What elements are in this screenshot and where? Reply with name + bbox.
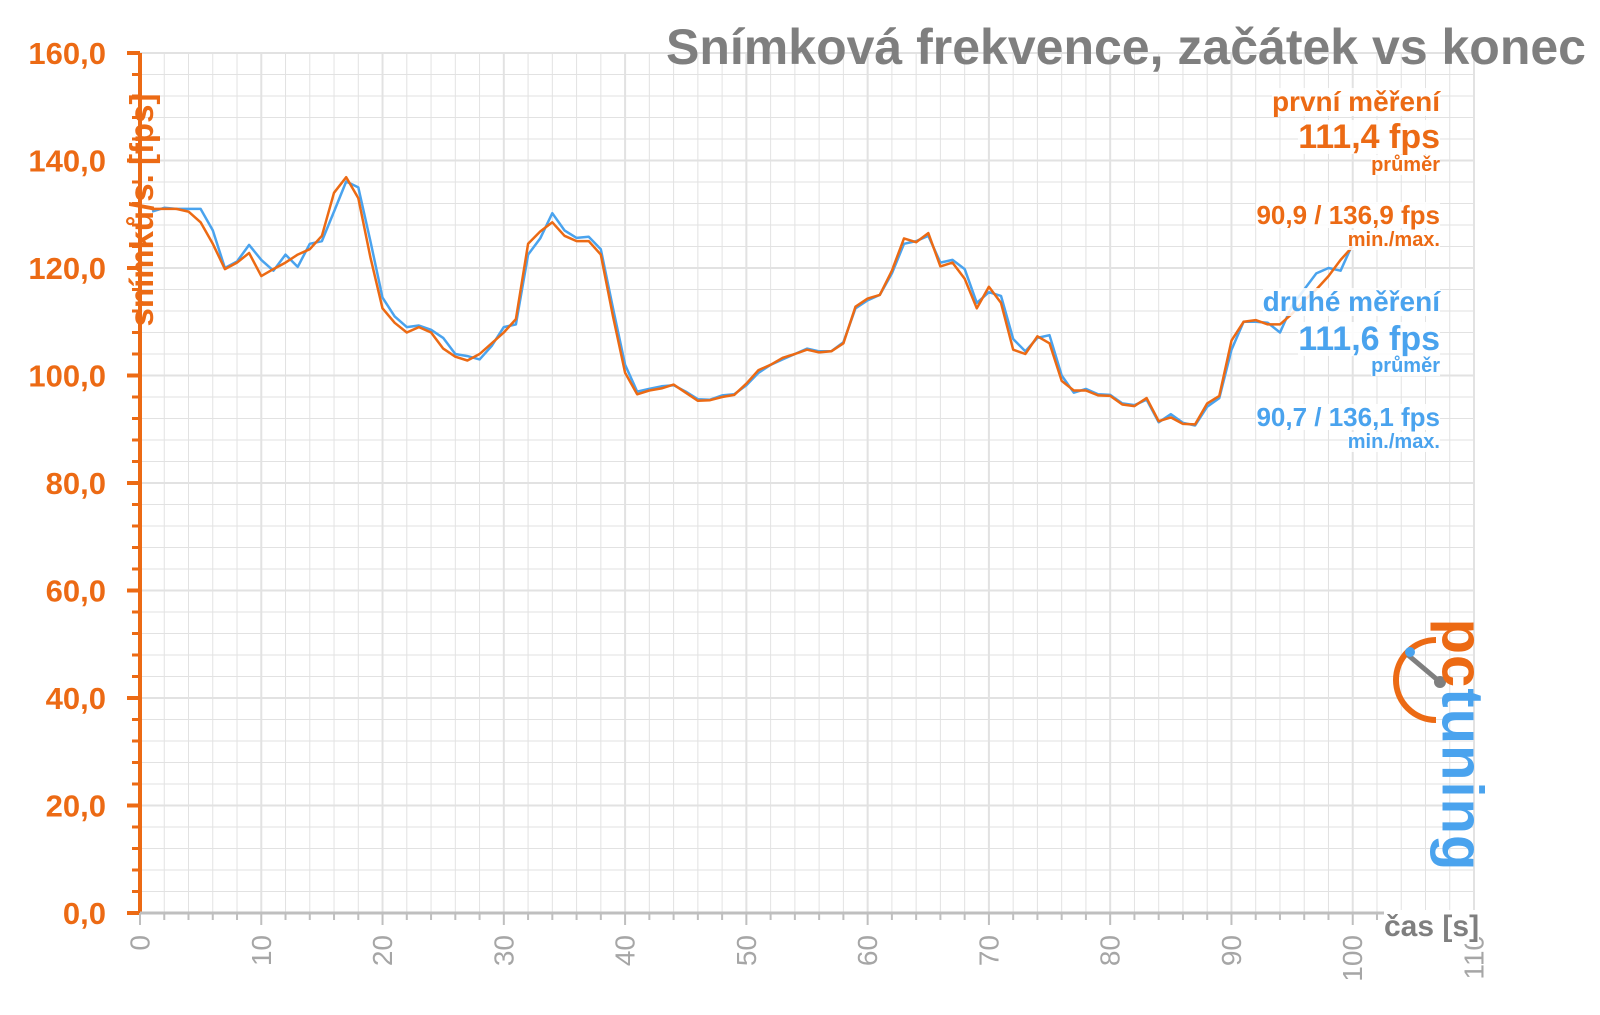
grid-lines — [139, 52, 1475, 914]
logo-text-tuning: tuning — [1429, 688, 1495, 872]
legend-second-avg-label: průměr — [1371, 355, 1440, 377]
x-tick-label: 60 — [852, 935, 883, 966]
legend-first-name: první měření — [1271, 86, 1440, 117]
legend-first-minmax: 90,9 / 136,9 fps — [1256, 200, 1440, 230]
y-tick-label: 0,0 — [63, 896, 106, 931]
x-tick-label: 70 — [973, 935, 1004, 966]
y-tick-label: 20,0 — [46, 789, 106, 824]
legend-first-avg: 111,4 fps — [1298, 118, 1440, 156]
legend-second-name: druhé měření — [1262, 286, 1440, 317]
x-tick-label: 40 — [610, 935, 641, 966]
x-tick-label: 20 — [367, 935, 398, 966]
series-lines — [151, 175, 1354, 427]
y-tick-label: 140,0 — [28, 144, 106, 179]
legend-second-minmax: 90,7 / 136,1 fps — [1256, 402, 1440, 432]
y-tick-label: 80,0 — [46, 466, 106, 501]
logo-text-pc: pc — [1429, 618, 1495, 689]
series-line-first — [152, 175, 1354, 426]
y-axis-label: snímků/s. [fps] — [123, 93, 160, 327]
legend-second-minmax-label: min./max. — [1347, 431, 1440, 453]
y-tick-label: 100,0 — [28, 359, 106, 394]
logo-text: pctuning — [1429, 619, 1496, 872]
y-tick-label: 40,0 — [46, 681, 106, 716]
legend-first-minmax-label: min./max. — [1347, 229, 1440, 251]
x-tick-label: 90 — [1216, 935, 1247, 966]
x-tick-label: 0 — [125, 935, 156, 951]
axes: 0,0 20,0 40,0 60,0 80,0 100,0 120,0 140,0 160,0 0… — [28, 36, 1489, 982]
y-tick-label: 160,0 — [28, 36, 106, 71]
x-tick-label: 80 — [1095, 935, 1126, 966]
x-axis-label: čas [s] — [1384, 910, 1480, 944]
pctuning-logo — [1393, 637, 1446, 723]
x-tick-label: 30 — [488, 935, 519, 966]
x-tick-label: 10 — [246, 935, 277, 966]
legend-first-avg-label: průměr — [1371, 154, 1440, 176]
x-tick-label: 100 — [1337, 935, 1368, 982]
y-tick-label: 60,0 — [46, 574, 106, 609]
y-tick-label: 120,0 — [28, 251, 106, 286]
chart-title: Snímková frekvence, začátek vs konec — [666, 19, 1586, 75]
x-tick-label: 50 — [731, 935, 762, 966]
legend-second-avg: 111,6 fps — [1298, 320, 1440, 358]
series-line-second — [151, 180, 1354, 427]
speedometer-icon — [1393, 637, 1446, 723]
